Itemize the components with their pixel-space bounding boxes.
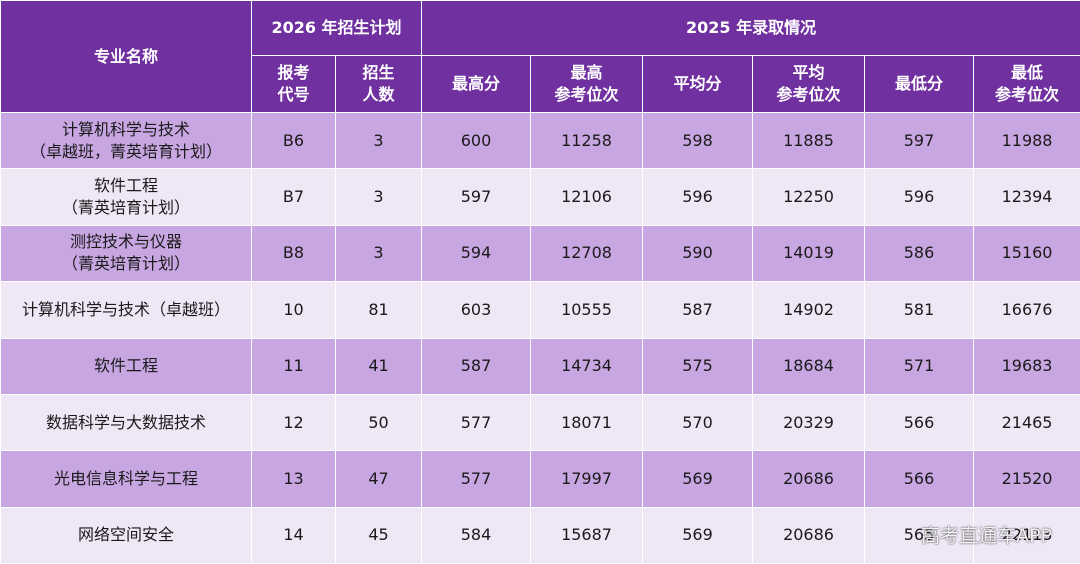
- cell-code: B8: [252, 225, 336, 281]
- cell-enroll-count: 50: [336, 394, 422, 450]
- cell-min-score: 571: [865, 338, 974, 394]
- cell-avg-score: 575: [643, 338, 753, 394]
- cell-max-score: 577: [422, 451, 531, 507]
- cell-code: 10: [252, 282, 336, 338]
- cell-max-rank: 12106: [531, 169, 643, 225]
- cell-min-rank: 21465: [974, 394, 1080, 450]
- cell-avg-score: 570: [643, 394, 753, 450]
- cell-major-name: 光电信息科学与工程: [1, 451, 252, 507]
- header-enroll-count: 招生 人数: [336, 56, 422, 113]
- table-row: 软件工程 （菁英培育计划） B7 3 597 12106 596 12250 5…: [1, 169, 1080, 225]
- cell-min-rank: 19683: [974, 338, 1080, 394]
- cell-avg-score: 598: [643, 113, 753, 169]
- cell-avg-rank: 18684: [753, 338, 865, 394]
- cell-code: 14: [252, 507, 336, 563]
- table-header: 专业名称 2026 年招生计划 2025 年录取情况 报考 代号 招生 人数 最…: [1, 1, 1080, 113]
- cell-enroll-count: 3: [336, 169, 422, 225]
- cell-major-name: 测控技术与仪器 （菁英培育计划）: [1, 225, 252, 281]
- table-row: 测控技术与仪器 （菁英培育计划） B8 3 594 12708 590 1401…: [1, 225, 1080, 281]
- cell-code: 11: [252, 338, 336, 394]
- cell-max-score: 584: [422, 507, 531, 563]
- cell-max-score: 577: [422, 394, 531, 450]
- cell-min-score: 597: [865, 113, 974, 169]
- table-row: 计算机科学与技术（卓越班） 10 81 603 10555 587 14902 …: [1, 282, 1080, 338]
- cell-avg-rank: 20329: [753, 394, 865, 450]
- cell-max-rank: 11258: [531, 113, 643, 169]
- cell-max-score: 587: [422, 338, 531, 394]
- cell-min-rank: 11988: [974, 113, 1080, 169]
- cell-max-rank: 10555: [531, 282, 643, 338]
- cell-max-rank: 17997: [531, 451, 643, 507]
- table-row: 计算机科学与技术 （卓越班，菁英培育计划） B6 3 600 11258 598…: [1, 113, 1080, 169]
- cell-code: 12: [252, 394, 336, 450]
- cell-min-rank: 15160: [974, 225, 1080, 281]
- cell-max-score: 603: [422, 282, 531, 338]
- cell-max-rank: 14734: [531, 338, 643, 394]
- header-code: 报考 代号: [252, 56, 336, 113]
- cell-major-name: 网络空间安全: [1, 507, 252, 563]
- cell-major-name: 数据科学与大数据技术: [1, 394, 252, 450]
- cell-enroll-count: 81: [336, 282, 422, 338]
- cell-min-score: 566: [865, 451, 974, 507]
- cell-enroll-count: 47: [336, 451, 422, 507]
- cell-avg-rank: 12250: [753, 169, 865, 225]
- cell-max-rank: 15687: [531, 507, 643, 563]
- table-row: 软件工程 11 41 587 14734 575 18684 571 19683: [1, 338, 1080, 394]
- cell-avg-rank: 11885: [753, 113, 865, 169]
- header-admission-2025: 2025 年录取情况: [422, 1, 1080, 56]
- cell-min-score: 581: [865, 282, 974, 338]
- cell-max-score: 600: [422, 113, 531, 169]
- cell-avg-score: 590: [643, 225, 753, 281]
- cell-avg-score: 569: [643, 507, 753, 563]
- cell-major-name: 计算机科学与技术（卓越班）: [1, 282, 252, 338]
- cell-max-rank: 18071: [531, 394, 643, 450]
- table-row: 光电信息科学与工程 13 47 577 17997 569 20686 566 …: [1, 451, 1080, 507]
- header-max-score: 最高分: [422, 56, 531, 113]
- cell-major-name: 计算机科学与技术 （卓越班，菁英培育计划）: [1, 113, 252, 169]
- table-body: 计算机科学与技术 （卓越班，菁英培育计划） B6 3 600 11258 598…: [1, 113, 1080, 564]
- header-min-rank: 最低 参考位次: [974, 56, 1080, 113]
- cell-enroll-count: 3: [336, 225, 422, 281]
- header-plan-2026: 2026 年招生计划: [252, 1, 422, 56]
- cell-max-score: 597: [422, 169, 531, 225]
- cell-avg-rank: 14902: [753, 282, 865, 338]
- cell-major-name: 软件工程: [1, 338, 252, 394]
- header-max-rank: 最高 参考位次: [531, 56, 643, 113]
- cell-code: 13: [252, 451, 336, 507]
- cell-enroll-count: 3: [336, 113, 422, 169]
- cell-min-rank: 22113: [974, 507, 1080, 563]
- cell-code: B7: [252, 169, 336, 225]
- header-avg-rank: 平均 参考位次: [753, 56, 865, 113]
- cell-avg-rank: 20686: [753, 451, 865, 507]
- cell-min-score: 586: [865, 225, 974, 281]
- cell-min-rank: 16676: [974, 282, 1080, 338]
- cell-min-rank: 12394: [974, 169, 1080, 225]
- cell-max-rank: 12708: [531, 225, 643, 281]
- table-row: 网络空间安全 14 45 584 15687 569 20686 565 221…: [1, 507, 1080, 563]
- cell-avg-rank: 14019: [753, 225, 865, 281]
- cell-min-score: 596: [865, 169, 974, 225]
- cell-enroll-count: 41: [336, 338, 422, 394]
- header-major-name: 专业名称: [1, 1, 252, 113]
- cell-enroll-count: 45: [336, 507, 422, 563]
- header-min-score: 最低分: [865, 56, 974, 113]
- cell-avg-score: 587: [643, 282, 753, 338]
- table-row: 数据科学与大数据技术 12 50 577 18071 570 20329 566…: [1, 394, 1080, 450]
- cell-max-score: 594: [422, 225, 531, 281]
- cell-min-rank: 21520: [974, 451, 1080, 507]
- cell-min-score: 566: [865, 394, 974, 450]
- cell-avg-rank: 20686: [753, 507, 865, 563]
- cell-avg-score: 569: [643, 451, 753, 507]
- cell-code: B6: [252, 113, 336, 169]
- cell-major-name: 软件工程 （菁英培育计划）: [1, 169, 252, 225]
- header-avg-score: 平均分: [643, 56, 753, 113]
- cell-min-score: 565: [865, 507, 974, 563]
- cell-avg-score: 596: [643, 169, 753, 225]
